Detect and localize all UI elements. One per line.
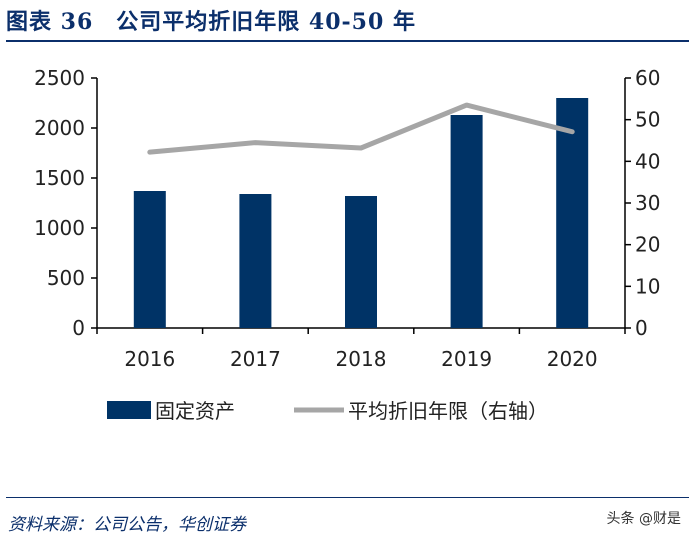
left-tick-label: 0 (72, 316, 85, 340)
bar-2016 (133, 191, 166, 328)
x-tick-label: 2019 (441, 347, 492, 371)
watermark: 头条 @财是 (606, 511, 681, 527)
left-tick-label: 1000 (34, 216, 85, 240)
x-tick-label: 2020 (547, 347, 598, 371)
figure-title: 图表 36 公司平均折旧年限 40-50 年 (6, 9, 416, 35)
x-tick-label: 2016 (124, 347, 175, 371)
bar-2019 (450, 115, 483, 328)
legend-bar-swatch (107, 401, 151, 419)
legend-line-label: 平均折旧年限（右轴） (348, 399, 548, 423)
x-tick-label: 2017 (230, 347, 281, 371)
source-rule (6, 497, 689, 498)
bar-2018 (345, 196, 377, 328)
right-tick-label: 40 (635, 149, 660, 173)
title-rule (6, 40, 689, 42)
right-tick-label: 20 (635, 233, 660, 257)
left-tick-label: 2500 (34, 66, 85, 90)
left-tick-label: 2000 (34, 116, 85, 140)
right-tick-label: 50 (635, 108, 660, 132)
line-series (147, 102, 575, 155)
left-tick-label: 1500 (34, 166, 85, 190)
right-tick-label: 60 (635, 66, 660, 90)
right-tick-label: 30 (635, 191, 660, 215)
source-text: 资料来源：公司公告，华创证券 (8, 515, 246, 535)
bar-2020 (556, 98, 589, 328)
legend-bar-label: 固定资产 (155, 399, 235, 423)
right-tick-label: 10 (635, 274, 660, 298)
right-tick-label: 0 (635, 316, 648, 340)
bar-2017 (239, 194, 272, 328)
left-tick-label: 500 (47, 266, 85, 290)
chart: 0 500 1000 1500 2000 2500 0 10 20 30 40 50 60 2016 201… (34, 66, 660, 423)
x-tick-label: 2018 (336, 347, 387, 371)
